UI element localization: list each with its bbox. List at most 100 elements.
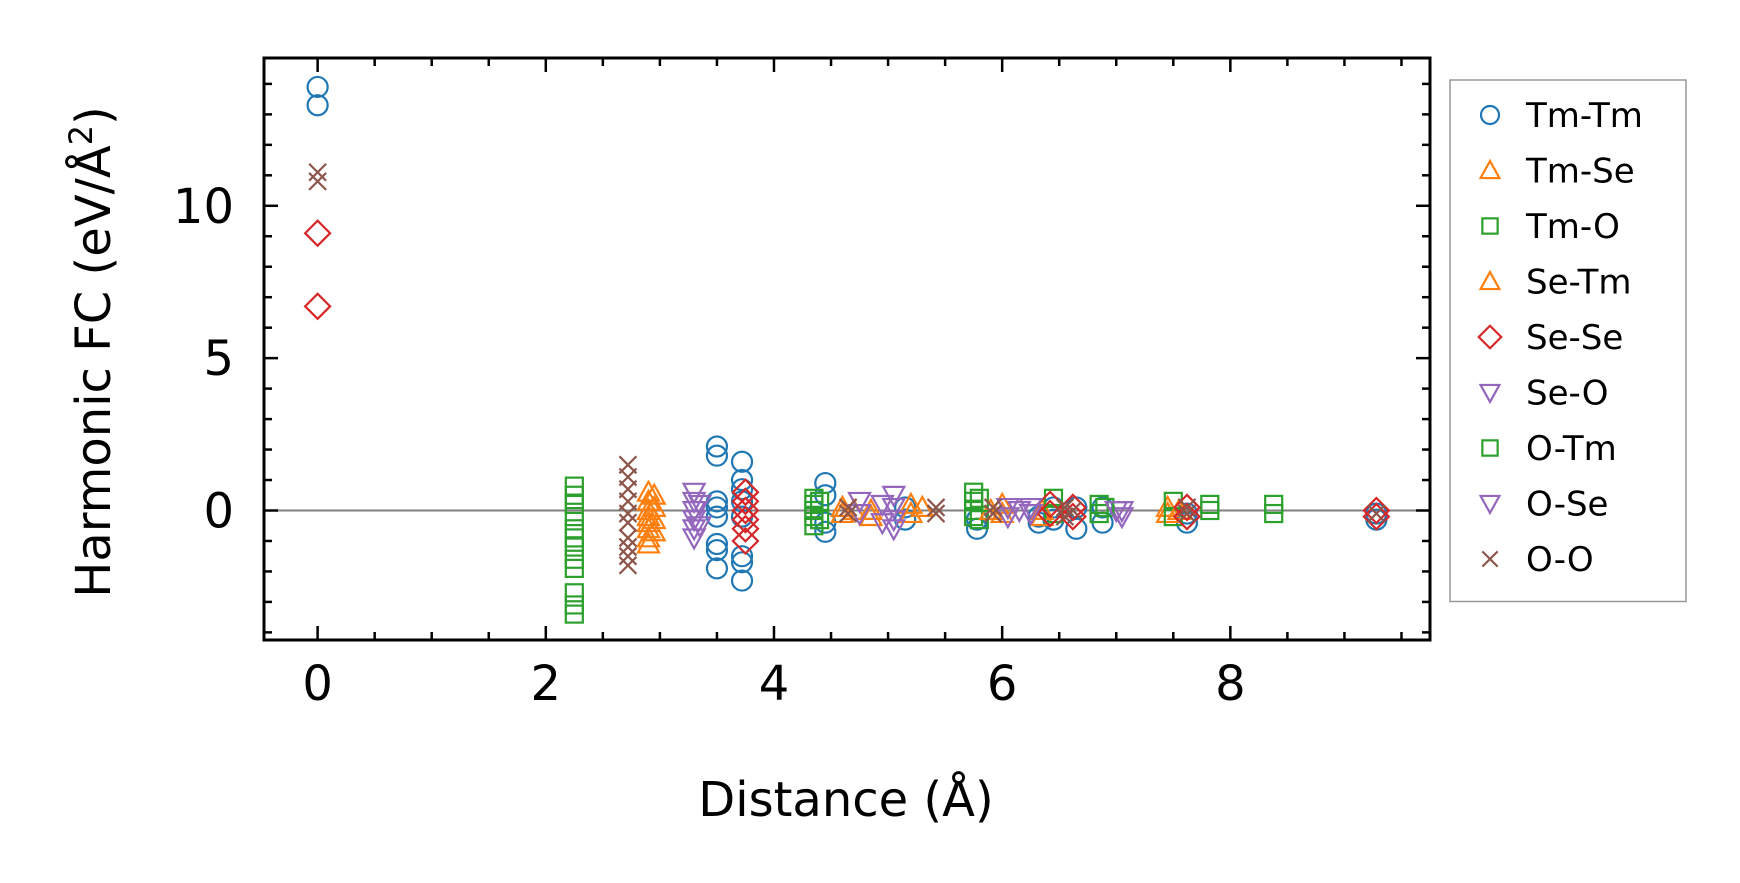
x-tick-label: 0 — [302, 656, 333, 712]
plot-frame — [262, 56, 1432, 642]
data-point — [983, 504, 1003, 523]
data-point — [636, 525, 661, 548]
legend-label: Se-O — [1526, 374, 1608, 414]
data-point — [641, 482, 667, 505]
legend-marker — [1477, 324, 1503, 350]
data-point — [810, 491, 830, 511]
data-point — [969, 488, 989, 508]
axis-ticks — [264, 58, 1430, 640]
y-axis-title: Harmonic FC (eV/Å2) — [62, 106, 122, 598]
data-point — [687, 516, 713, 539]
data-point — [1103, 500, 1129, 524]
data-point — [926, 504, 946, 523]
data-point — [303, 219, 332, 248]
data-point — [1063, 501, 1083, 520]
data-point — [1065, 517, 1088, 540]
data-point — [731, 478, 760, 507]
legend-marker — [1481, 550, 1499, 568]
data-point — [618, 513, 638, 532]
data-point — [641, 494, 667, 517]
legend-label: O-Se — [1526, 485, 1608, 525]
legend-entry: Tm-Se — [1478, 152, 1635, 192]
data-point — [306, 94, 329, 117]
data-point — [1055, 507, 1075, 526]
legend-label: Tm-Se — [1525, 152, 1635, 192]
data-point — [838, 504, 858, 523]
data-point — [730, 478, 754, 501]
legend-entry: O-Tm — [1481, 429, 1617, 469]
data-point — [618, 537, 638, 557]
data-point — [881, 497, 907, 521]
legend-entry: Se-Tm — [1478, 263, 1632, 303]
data-point — [1095, 497, 1115, 518]
data-point — [618, 528, 638, 548]
data-point — [618, 546, 638, 566]
x-tick-label: 4 — [759, 656, 790, 712]
legend-marker — [1478, 269, 1502, 291]
data-point — [1155, 494, 1180, 517]
data-point — [641, 519, 667, 542]
data-point — [705, 532, 729, 556]
x-axis-title: Distance (Å) — [698, 771, 993, 828]
y-axis-title-main: Harmonic FC (eV/Å — [65, 145, 122, 598]
legend-entry: Se-O — [1478, 374, 1608, 414]
legend-entry: Tm-Tm — [1479, 96, 1643, 136]
data-point — [730, 551, 754, 574]
y-tick-label: 5 — [203, 331, 234, 387]
data-point — [814, 520, 837, 543]
data-point — [858, 503, 884, 527]
legend-label: O-Tm — [1526, 429, 1617, 469]
legend-marker — [1478, 383, 1502, 405]
data-point — [810, 510, 830, 530]
data-point — [705, 444, 729, 467]
data-point — [618, 504, 638, 523]
legend-marker — [1481, 439, 1499, 457]
data-point — [564, 537, 584, 557]
data-point — [641, 506, 667, 530]
data-point — [1089, 503, 1109, 524]
data-point — [564, 494, 584, 515]
legend-label: Se-Se — [1526, 318, 1623, 358]
series-tm-o — [564, 476, 1284, 624]
legend-marker — [1479, 104, 1501, 126]
data-point — [1177, 498, 1197, 517]
legend-label: Se-Tm — [1526, 263, 1632, 303]
legend-label: O-O — [1526, 540, 1594, 580]
legend: Tm-Tm Tm-Se Tm-O Se-Tm Se-Se Se-O O-Tm O-Se O-O — [1449, 79, 1687, 603]
data-point — [730, 468, 754, 492]
series-o-o — [308, 162, 1386, 575]
plot-area — [262, 56, 1432, 642]
data-point — [898, 500, 924, 524]
data-point — [731, 487, 760, 516]
data-point — [1177, 504, 1197, 523]
data-point — [705, 557, 729, 580]
y-axis-title-close: ) — [66, 106, 122, 125]
data-point — [1172, 502, 1202, 531]
y-tick-label: 0 — [203, 483, 234, 539]
data-point — [636, 488, 661, 511]
data-point — [1109, 507, 1135, 530]
data-point — [1362, 502, 1391, 531]
data-point — [1058, 502, 1087, 531]
y-tick-label: 10 — [173, 179, 234, 235]
data-point — [926, 498, 946, 517]
data-point — [687, 494, 713, 518]
data-point — [898, 491, 924, 514]
data-point — [869, 513, 895, 536]
data-point — [1006, 500, 1032, 524]
series-o-tm — [810, 488, 1115, 530]
legend-entry: Tm-O — [1481, 207, 1620, 247]
data-point — [1367, 504, 1386, 523]
legend-marker — [1478, 158, 1502, 180]
data-point — [731, 496, 760, 525]
data-point — [731, 505, 760, 534]
data-point — [731, 514, 760, 543]
legend-entry: Se-Se — [1477, 318, 1623, 358]
data-point — [303, 292, 332, 321]
data-point — [730, 569, 754, 592]
data-point — [564, 583, 584, 603]
data-point — [838, 498, 858, 517]
data-point — [869, 494, 895, 518]
legend-entry: O-Se — [1478, 485, 1608, 525]
